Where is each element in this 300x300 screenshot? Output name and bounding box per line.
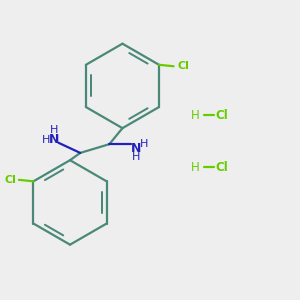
Text: Cl: Cl	[216, 161, 228, 174]
Text: Cl: Cl	[4, 175, 16, 185]
Text: H: H	[42, 135, 50, 145]
Text: H: H	[140, 139, 148, 149]
Text: N: N	[49, 133, 59, 146]
Text: Cl: Cl	[216, 109, 228, 122]
Text: H: H	[191, 109, 200, 122]
Text: Cl: Cl	[177, 61, 189, 71]
Text: H: H	[131, 152, 140, 162]
Text: H: H	[50, 125, 58, 135]
Text: N: N	[130, 142, 141, 155]
Text: H: H	[191, 161, 200, 174]
